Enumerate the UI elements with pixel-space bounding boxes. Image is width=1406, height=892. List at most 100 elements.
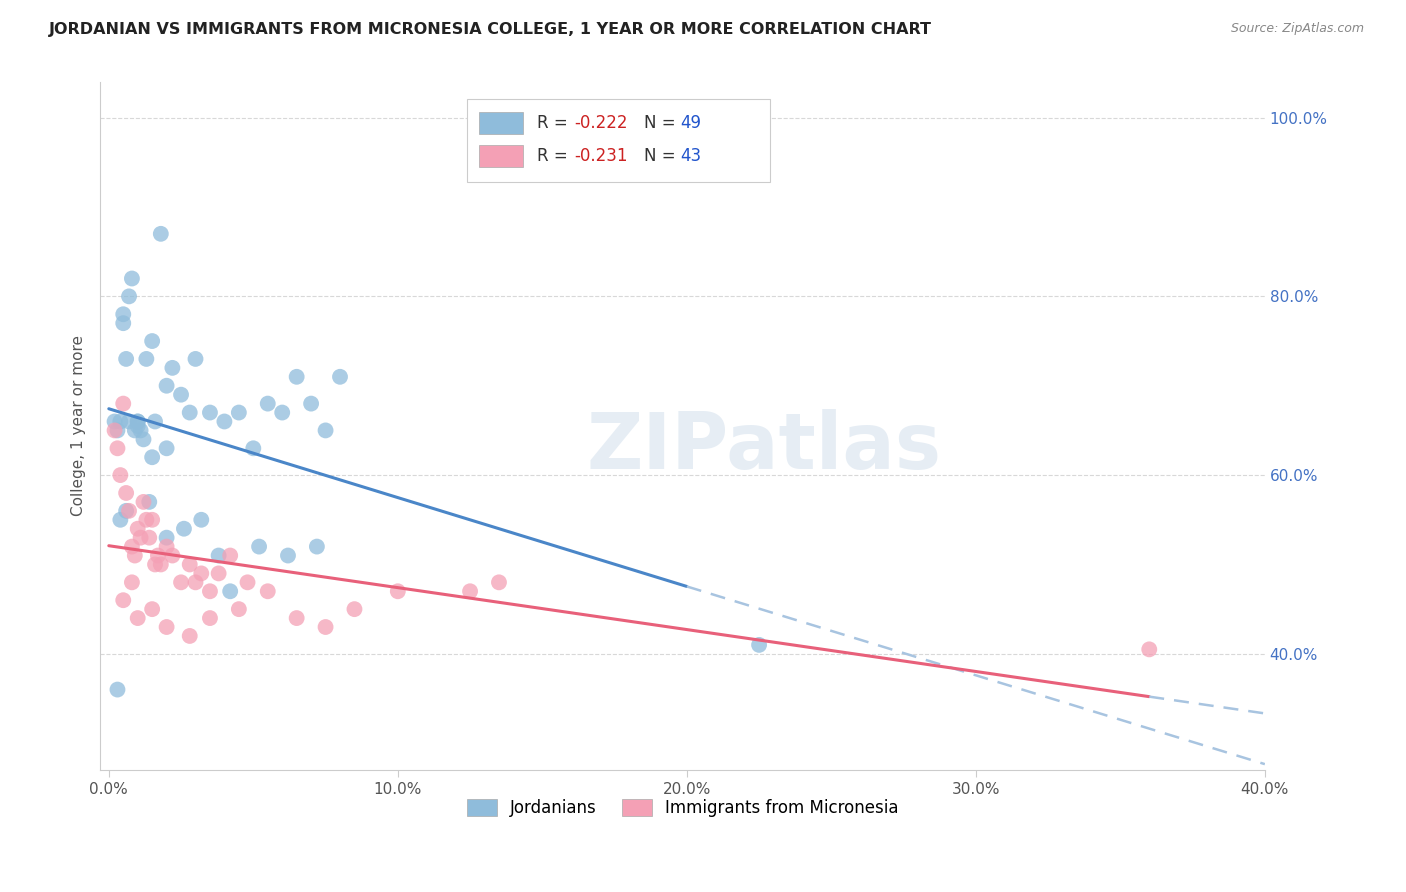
Point [118,415,141,429]
Point [207,566,229,581]
Y-axis label: College, 1 year or more: College, 1 year or more [72,335,86,516]
Point [121,575,143,590]
Point [121,540,143,554]
Point [143,558,166,572]
Point [115,351,138,366]
Point [129,531,152,545]
Point [124,424,146,438]
FancyBboxPatch shape [478,145,523,167]
Point [1137,642,1160,657]
Point [112,307,135,321]
Point [198,611,221,625]
Point [184,351,207,366]
Point [146,549,169,563]
Point [124,549,146,563]
Point [285,611,308,625]
Point [132,495,155,509]
Point [315,424,337,438]
FancyBboxPatch shape [467,99,770,182]
Point [110,468,132,483]
Point [219,584,242,599]
Point [488,575,510,590]
Text: R =: R = [537,114,572,132]
Point [236,575,259,590]
Point [149,558,172,572]
Point [277,549,299,563]
Point [155,531,177,545]
Point [112,396,135,410]
Point [115,504,138,518]
Point [162,549,184,563]
Point [214,415,236,429]
Point [138,495,160,509]
Point [110,513,132,527]
Point [170,575,193,590]
Point [242,442,264,456]
FancyBboxPatch shape [478,112,523,134]
Text: Source: ZipAtlas.com: Source: ZipAtlas.com [1230,22,1364,36]
Text: 49: 49 [681,114,702,132]
Text: 43: 43 [681,146,702,164]
Point [179,629,201,643]
Point [135,513,157,527]
Point [112,593,135,607]
Point [107,682,129,697]
Point [387,584,409,599]
Point [127,419,149,434]
Point [112,316,135,330]
Point [271,405,294,419]
Point [179,405,201,419]
Point [162,360,184,375]
Point [170,387,193,401]
Point [129,424,152,438]
Point [127,415,149,429]
Point [247,540,270,554]
Text: N =: N = [644,114,681,132]
Point [121,271,143,285]
Point [127,611,149,625]
Point [135,351,157,366]
Point [315,620,337,634]
Point [141,602,163,616]
Point [103,424,125,438]
Point [110,415,132,429]
Point [132,433,155,447]
Point [127,415,149,429]
Point [155,442,177,456]
Point [329,369,352,384]
Point [343,602,366,616]
Point [219,549,242,563]
Point [285,369,308,384]
Point [155,620,177,634]
Point [179,558,201,572]
Point [107,424,129,438]
Point [190,566,212,581]
Point [141,334,163,348]
Point [118,504,141,518]
Text: JORDANIAN VS IMMIGRANTS FROM MICRONESIA COLLEGE, 1 YEAR OR MORE CORRELATION CHAR: JORDANIAN VS IMMIGRANTS FROM MICRONESIA … [49,22,932,37]
Point [299,396,322,410]
Point [256,584,278,599]
Point [118,289,141,303]
Point [198,584,221,599]
Point [184,575,207,590]
Text: ZIPatlas: ZIPatlas [586,409,942,484]
Point [305,540,328,554]
Point [155,540,177,554]
Point [103,415,125,429]
Point [115,486,138,500]
Point [149,227,172,241]
Point [141,513,163,527]
Text: -0.222: -0.222 [574,114,627,132]
Point [138,531,160,545]
Point [190,513,212,527]
Point [107,442,129,456]
Legend: Jordanians, Immigrants from Micronesia: Jordanians, Immigrants from Micronesia [460,792,905,823]
Point [748,638,770,652]
Point [228,602,250,616]
Text: N =: N = [644,146,681,164]
Point [127,522,149,536]
Text: -0.231: -0.231 [574,146,627,164]
Point [173,522,195,536]
Point [458,584,481,599]
